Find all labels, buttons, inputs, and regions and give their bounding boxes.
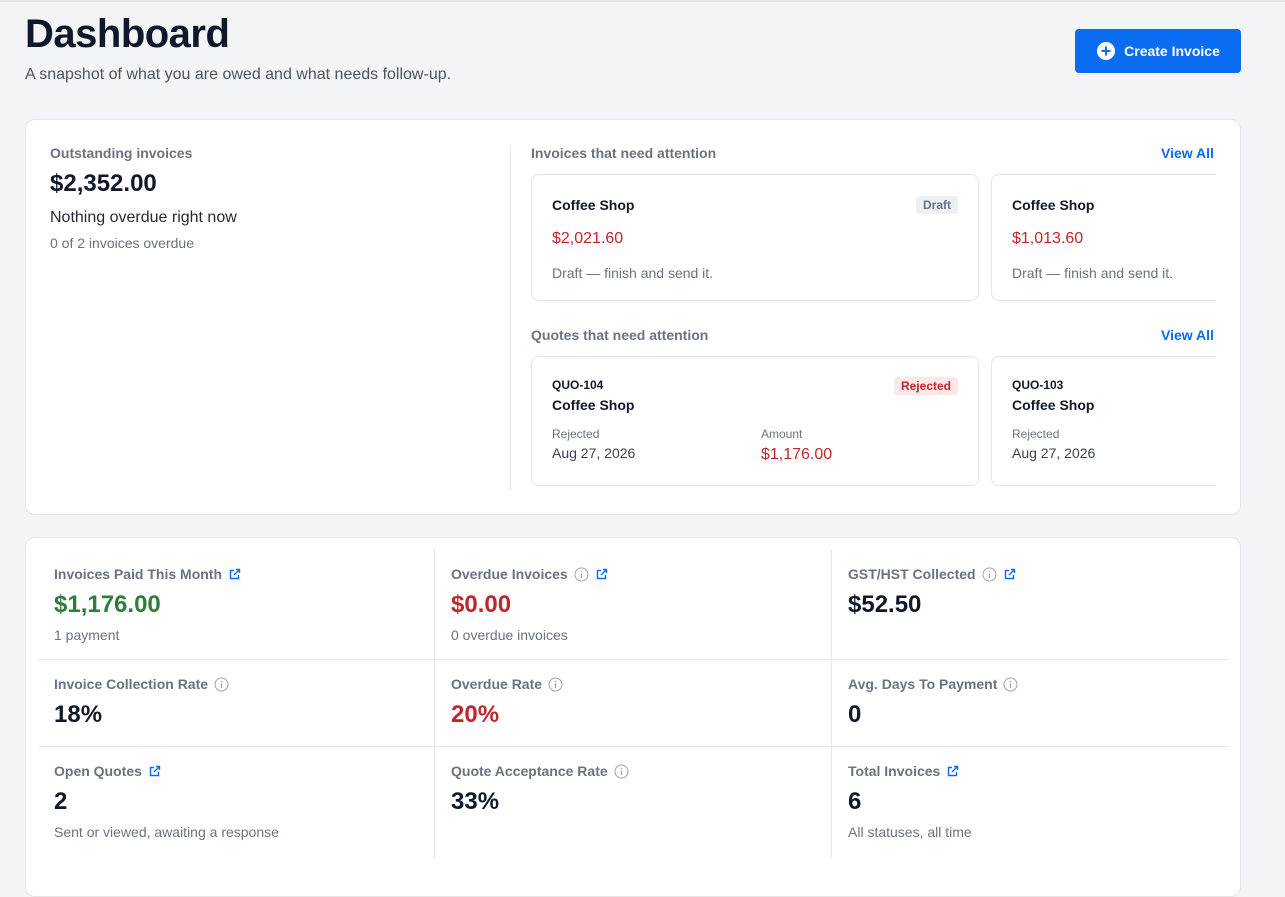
quote-number: QUO-103 xyxy=(1012,378,1064,392)
metric-title: Invoices Paid This Month xyxy=(54,565,418,583)
amount: $1,013.60 xyxy=(1012,230,1084,247)
outstanding-label: Outstanding invoices xyxy=(50,145,193,161)
button-label: Create Invoice xyxy=(1124,43,1220,59)
amount: $2,021.60 xyxy=(552,230,624,247)
section-title: Invoices that need attention xyxy=(531,145,717,161)
metric-value: 2 xyxy=(54,788,68,815)
date: Aug 27, 2026 xyxy=(1012,445,1096,461)
note: Draft — finish and send it. xyxy=(552,265,714,281)
metric-label: Overdue Rate xyxy=(451,676,543,692)
page-title: Dashboard xyxy=(25,12,230,56)
metric-label: Invoices Paid This Month xyxy=(54,566,223,582)
metric-title: Overdue Rate xyxy=(451,675,815,693)
outstanding-amount: $2,352.00 xyxy=(50,170,157,197)
metric-cell: Invoice Collection Rate 18% xyxy=(38,659,435,747)
note: Draft — finish and send it. xyxy=(1012,265,1174,281)
metric-value: $0.00 xyxy=(451,591,512,618)
metric-value: 33% xyxy=(451,788,500,815)
metric-value: $52.50 xyxy=(848,591,922,618)
client: Coffee Shop xyxy=(552,197,635,213)
info-icon[interactable] xyxy=(982,567,997,582)
view-all-link[interactable]: View All xyxy=(1161,145,1214,161)
metric-value: 20% xyxy=(451,701,500,728)
external-link-icon[interactable] xyxy=(148,765,161,778)
metric-label: Invoice Collection Rate xyxy=(54,676,209,692)
metric-title: Open Quotes xyxy=(54,762,418,780)
divider xyxy=(510,145,511,490)
metric-cell: GST/HST Collected $52.50 xyxy=(832,549,1229,660)
metric-value: 0 xyxy=(848,701,862,728)
overdue-detail: 0 of 2 invoices overdue xyxy=(50,235,194,251)
status-badge: Draft xyxy=(915,196,958,214)
info-icon[interactable] xyxy=(214,677,229,692)
metric-label: Quote Acceptance Rate xyxy=(451,763,608,779)
metric-title: Overdue Invoices xyxy=(451,565,815,583)
metric-title: Invoice Collection Rate xyxy=(54,675,418,693)
create-invoice-button[interactable]: Create Invoice xyxy=(1075,29,1241,73)
metric-label: Overdue Invoices xyxy=(451,566,568,582)
quote-number: QUO-104 xyxy=(552,378,604,392)
metric-label: Avg. Days To Payment xyxy=(848,676,998,692)
section-title: Quotes that need attention xyxy=(531,327,709,343)
metric-note: Sent or viewed, awaiting a response xyxy=(54,824,279,840)
metric-cell: Open Quotes 2 Sent or viewed, awaiting a r… xyxy=(38,747,435,858)
metric-cell: Overdue Rate 20% xyxy=(435,659,832,747)
metric-note: 1 payment xyxy=(54,627,120,643)
info-icon[interactable] xyxy=(614,764,629,779)
date: Aug 27, 2026 xyxy=(552,445,636,461)
invoice-cards: Coffee Shop Draft $2,021.60 Draft — fini… xyxy=(531,174,1216,302)
metric-title: Avg. Days To Payment xyxy=(848,675,1213,693)
page-subtitle: A snapshot of what you are owed and what… xyxy=(25,66,452,83)
metric-cell: Avg. Days To Payment 0 xyxy=(832,659,1229,747)
external-link-icon[interactable] xyxy=(228,568,241,581)
metric-title: GST/HST Collected xyxy=(848,565,1213,583)
metric-cell: Invoices Paid This Month $1,176.00 1 payme… xyxy=(38,549,435,660)
info-icon[interactable] xyxy=(1003,677,1018,692)
quote-card[interactable]: QUO-103 Coffee Shop Rejected Aug 27, 202… xyxy=(991,356,1216,486)
metric-title: Total Invoices xyxy=(848,762,1213,780)
plus-icon xyxy=(1097,42,1116,60)
metric-cell: Quote Acceptance Rate 33% xyxy=(435,747,832,858)
invoice-card[interactable]: Coffee Shop $1,013.60 Draft — finish and… xyxy=(991,174,1216,301)
metric-label: GST/HST Collected xyxy=(848,566,976,582)
client: Coffee Shop xyxy=(1012,397,1095,413)
status-label: Rejected xyxy=(552,427,600,441)
metric-label: Open Quotes xyxy=(54,763,142,779)
metrics-panel xyxy=(25,537,1241,897)
client: Coffee Shop xyxy=(1012,197,1095,213)
status-badge: Rejected xyxy=(893,377,958,395)
status-label: Rejected xyxy=(1012,427,1060,441)
info-icon[interactable] xyxy=(574,567,589,582)
amount: $1,176.00 xyxy=(761,446,833,463)
view-all-link[interactable]: View All xyxy=(1161,327,1214,343)
invoice-card[interactable]: Coffee Shop Draft $2,021.60 Draft — fini… xyxy=(531,174,979,301)
overdue-status: Nothing overdue right now xyxy=(50,209,237,226)
amount-label: Amount xyxy=(761,427,803,441)
external-link-icon[interactable] xyxy=(946,765,959,778)
info-icon[interactable] xyxy=(548,677,563,692)
metric-label: Total Invoices xyxy=(848,763,941,779)
metric-title: Quote Acceptance Rate xyxy=(451,762,815,780)
external-link-icon[interactable] xyxy=(595,568,608,581)
quote-card[interactable]: QUO-104 Coffee Shop Rejected Rejected Au… xyxy=(531,356,979,486)
external-link-icon[interactable] xyxy=(1003,568,1016,581)
top-border xyxy=(0,0,1285,2)
client: Coffee Shop xyxy=(552,397,635,413)
metric-value: 6 xyxy=(848,788,862,815)
metric-cell: Total Invoices 6 All statuses, all time xyxy=(832,747,1229,858)
metric-cell: Overdue Invoices $0.00 0 overdue invoices xyxy=(435,549,832,660)
quote-cards: QUO-104 Coffee Shop Rejected Rejected Au… xyxy=(531,356,1216,487)
metric-value: 18% xyxy=(54,701,103,728)
metric-value: $1,176.00 xyxy=(54,591,161,618)
metric-note: 0 overdue invoices xyxy=(451,627,568,643)
metric-note: All statuses, all time xyxy=(848,824,972,840)
